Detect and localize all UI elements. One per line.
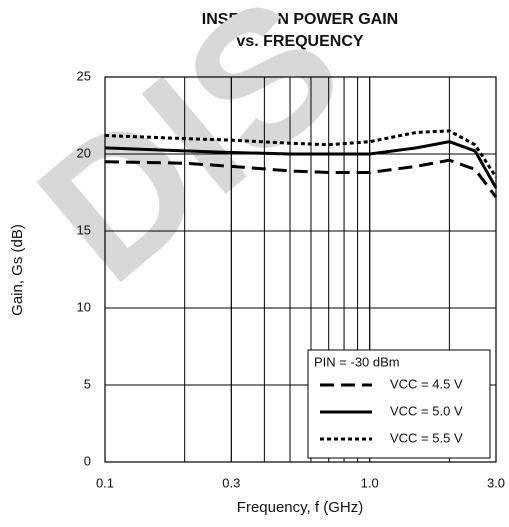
y-tick-label: 10	[77, 299, 91, 314]
legend-label: VCC = 5.0 V	[390, 403, 463, 418]
x-tick-label: 3.0	[487, 475, 505, 490]
line-series	[104, 140, 498, 189]
legend-label: VCC = 4.5 V	[390, 376, 463, 391]
y-tick-label: 15	[77, 222, 91, 237]
y-axis-label: Gain, Gs (dB)	[9, 224, 26, 316]
y-tick-label: 25	[77, 68, 91, 83]
legend-title: PIN = -30 dBm	[314, 354, 400, 369]
y-tick-label: 5	[84, 376, 91, 391]
chart-title: INSERTION POWER GAIN	[202, 11, 398, 28]
line-series	[104, 129, 498, 178]
legend-label: VCC = 5.5 V	[390, 430, 463, 445]
x-tick-label: 0.3	[222, 475, 240, 490]
plot-frame	[104, 76, 497, 463]
x-axis-label: Frequency, f (GHz)	[237, 499, 363, 516]
x-tick-label: 0.1	[96, 475, 114, 490]
chart-subtitle: vs. FREQUENCY	[236, 33, 363, 50]
y-tick-label: 0	[84, 453, 91, 468]
line-series	[104, 158, 498, 199]
y-tick-label: 20	[77, 145, 91, 160]
legend-box	[307, 349, 491, 459]
x-tick-label: 1.0	[361, 475, 379, 490]
